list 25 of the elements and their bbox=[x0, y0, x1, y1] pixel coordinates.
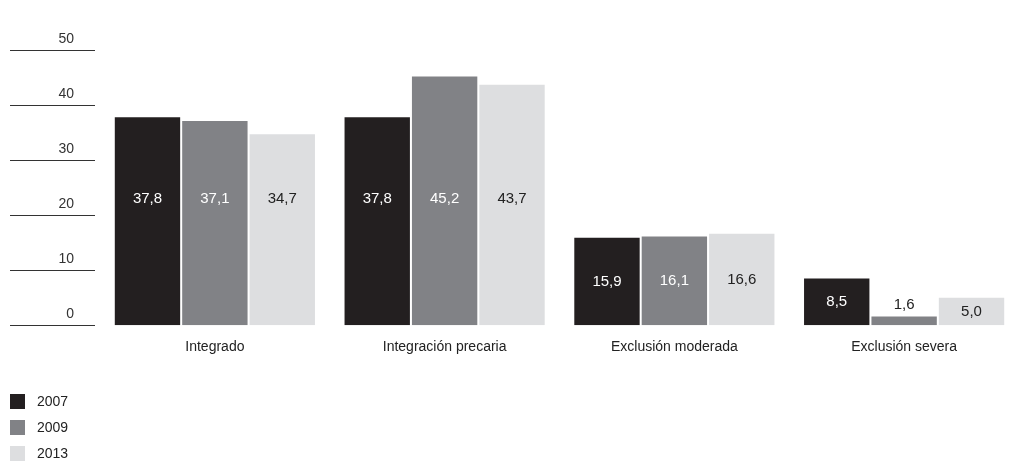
data-label: 37,1 bbox=[200, 188, 230, 206]
data-label: 1,6 bbox=[893, 294, 915, 312]
y-tick-label: 20 bbox=[58, 194, 75, 211]
data-label: 15,9 bbox=[592, 271, 622, 289]
x-tick-label: Integración precaria bbox=[382, 338, 507, 355]
x-tick-label: Exclusión moderada bbox=[610, 338, 739, 355]
x-tick-label: Exclusión severa bbox=[851, 338, 958, 355]
legend-label: 2007 bbox=[37, 393, 69, 409]
data-label: 8,5 bbox=[826, 291, 848, 309]
data-label: 5,0 bbox=[961, 301, 982, 319]
data-label: 34,7 bbox=[267, 188, 297, 206]
data-label: 37,8 bbox=[132, 188, 163, 206]
y-tick-label: 40 bbox=[58, 84, 75, 101]
legend-label: 2009 bbox=[37, 419, 69, 435]
data-label: 16,6 bbox=[727, 269, 757, 287]
data-label: 16,1 bbox=[659, 271, 689, 289]
y-tick-label: 50 bbox=[58, 29, 75, 46]
data-label: 43,7 bbox=[497, 188, 527, 206]
legend-label: 2013 bbox=[37, 445, 69, 461]
y-tick-label: 0 bbox=[66, 305, 75, 322]
data-label: 45,2 bbox=[430, 188, 460, 206]
y-tick-label: 30 bbox=[58, 139, 75, 156]
x-tick-label: Integrado bbox=[185, 338, 245, 355]
data-label: 37,8 bbox=[362, 188, 392, 206]
y-tick-label: 10 bbox=[58, 250, 75, 267]
